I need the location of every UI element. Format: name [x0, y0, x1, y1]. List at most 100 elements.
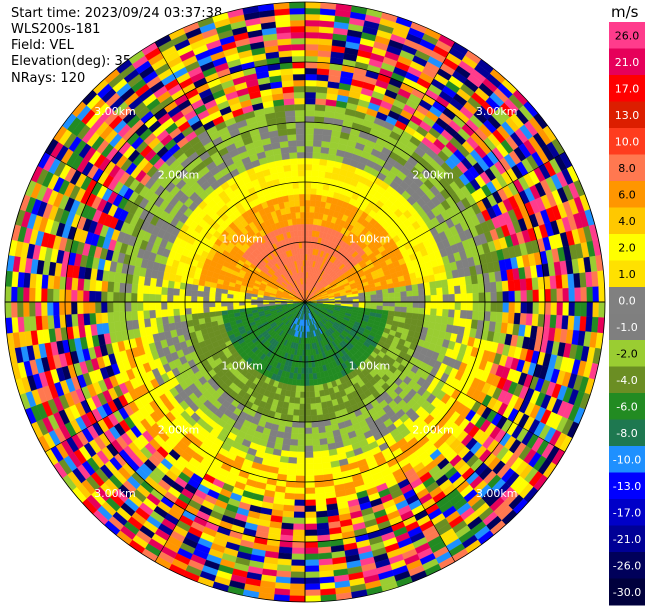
- velocity-gate: [290, 565, 306, 573]
- velocity-gate: [191, 284, 199, 291]
- velocity-gate: [466, 293, 474, 303]
- velocity-gate: [149, 285, 156, 295]
- velocity-gate: [388, 297, 396, 303]
- velocity-gate: [454, 285, 461, 295]
- velocity-gate: [4, 286, 12, 303]
- velocity-gate: [304, 157, 313, 165]
- velocity-gate: [296, 451, 306, 459]
- velocity-gate: [136, 293, 144, 303]
- velocity-gate: [284, 426, 292, 434]
- velocity-gate: [304, 589, 321, 597]
- velocity-gate: [161, 316, 169, 325]
- velocity-gate: [304, 433, 313, 441]
- velocity-gate: [112, 301, 120, 313]
- velocity-gate: [311, 176, 319, 183]
- velocity-gate: [293, 517, 306, 525]
- velocity-gate: [412, 295, 420, 303]
- velocity-gate: [388, 306, 396, 312]
- velocity-gate: [70, 289, 78, 303]
- velocity-gate: [312, 158, 321, 165]
- velocity-gate: [304, 373, 310, 381]
- velocity-gate: [131, 310, 139, 321]
- velocity-gate: [295, 475, 306, 483]
- velocity-gate: [291, 559, 306, 567]
- velocity-gate: [501, 280, 509, 292]
- velocity-gate: [311, 421, 319, 428]
- velocity-gate: [58, 301, 66, 316]
- velocity-gate: [179, 308, 186, 316]
- velocity-gate: [318, 432, 327, 440]
- velocity-gate: [471, 310, 479, 321]
- velocity-gate: [154, 301, 162, 311]
- velocity-gate: [304, 391, 311, 399]
- velocity-gate: [315, 504, 328, 512]
- velocity-gate: [202, 296, 210, 303]
- velocity-gate: [496, 291, 504, 303]
- velocity-gate: [316, 80, 329, 88]
- velocity-gate: [220, 293, 228, 299]
- velocity-gate: [191, 307, 198, 315]
- velocity-gate: [202, 301, 210, 308]
- velocity-gate: [47, 315, 55, 330]
- velocity-gate: [137, 310, 145, 320]
- velocity-gate: [295, 469, 306, 477]
- velocity-gate: [364, 301, 372, 306]
- velocity-gate: [310, 409, 318, 416]
- velocity-gate: [382, 301, 390, 307]
- velocity-gate: [304, 97, 316, 105]
- velocity-gate: [155, 278, 163, 288]
- velocity-gate: [296, 457, 306, 465]
- velocity-gate: [46, 301, 54, 316]
- velocity-gate: [280, 450, 290, 458]
- velocity-gate: [220, 305, 228, 311]
- velocity-gate: [507, 312, 515, 325]
- velocity-gate: [442, 301, 450, 310]
- velocity-gate: [319, 444, 329, 452]
- velocity-gate: [304, 193, 311, 201]
- velocity-gate: [304, 553, 319, 561]
- velocity-gate: [430, 308, 437, 316]
- velocity-gate: [289, 589, 306, 597]
- velocity-gate: [301, 367, 306, 375]
- velocity-gate: [495, 281, 503, 293]
- velocity-gate: [220, 301, 228, 307]
- velocity-gate: [304, 61, 318, 69]
- velocity-gate: [289, 439, 298, 446]
- velocity-gate: [142, 293, 150, 303]
- velocity-gate: [352, 296, 360, 300]
- velocity-gate: [244, 298, 252, 303]
- velocity-gate: [277, 552, 292, 560]
- velocity-gate: [301, 355, 306, 363]
- velocity-gate: [454, 293, 462, 303]
- velocity-gate: [131, 283, 139, 294]
- velocity-gate: [447, 316, 455, 326]
- velocity-gate: [514, 290, 522, 303]
- velocity-gate: [294, 487, 306, 495]
- velocity-gate: [314, 396, 322, 404]
- velocity-gate: [34, 301, 42, 317]
- velocity-gate: [412, 307, 419, 315]
- velocity-gate: [215, 310, 223, 317]
- velocity-gate: [209, 311, 217, 318]
- velocity-gate: [155, 309, 162, 318]
- velocity-gate: [318, 170, 326, 178]
- velocity-gate: [304, 103, 316, 111]
- velocity-gate: [460, 293, 468, 303]
- velocity-gate: [296, 445, 306, 453]
- velocity-gate: [418, 295, 426, 303]
- velocity-gate: [250, 304, 258, 308]
- velocity-gate: [441, 316, 449, 325]
- velocity-gate: [460, 301, 468, 311]
- velocity-gate: [316, 188, 323, 196]
- velocity-gate: [304, 571, 320, 579]
- velocity-gate: [71, 313, 79, 327]
- velocity-gate: [312, 445, 321, 452]
- velocity-gate: [284, 492, 296, 500]
- velocity-gate: [46, 288, 54, 303]
- velocity-gate: [550, 301, 558, 316]
- elevation-angle: Elevation(deg): 35.30: [11, 54, 152, 69]
- velocity-gate: [10, 301, 18, 318]
- velocity-gate: [304, 1, 321, 9]
- velocity-gate: [309, 211, 315, 219]
